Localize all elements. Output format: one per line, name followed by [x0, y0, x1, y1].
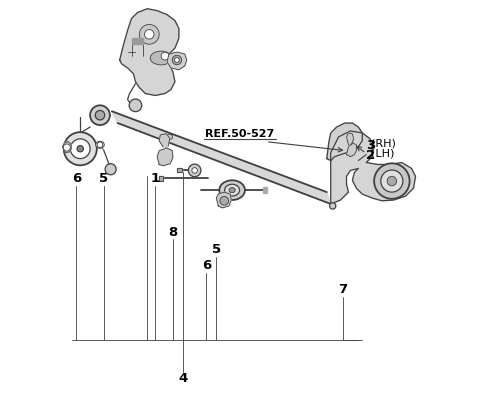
Polygon shape [177, 168, 181, 172]
Text: 6: 6 [202, 259, 211, 272]
Text: 1: 1 [151, 172, 160, 185]
Text: 8: 8 [168, 226, 178, 238]
Circle shape [381, 170, 403, 192]
Circle shape [330, 203, 336, 209]
Polygon shape [132, 38, 144, 44]
Circle shape [387, 176, 396, 186]
Circle shape [64, 132, 97, 165]
Polygon shape [62, 142, 71, 153]
Text: 7: 7 [338, 283, 347, 296]
Ellipse shape [150, 51, 172, 65]
Ellipse shape [166, 134, 172, 140]
Text: 6: 6 [72, 172, 81, 185]
Text: 4: 4 [178, 372, 187, 385]
Ellipse shape [219, 180, 245, 200]
Polygon shape [167, 52, 187, 70]
Text: 5: 5 [99, 172, 108, 185]
Text: REF.50-527: REF.50-527 [205, 129, 275, 139]
Circle shape [192, 168, 197, 173]
Ellipse shape [229, 188, 235, 193]
Polygon shape [159, 134, 170, 147]
Polygon shape [347, 133, 354, 145]
Polygon shape [112, 111, 331, 204]
Text: 5: 5 [212, 243, 221, 256]
Circle shape [95, 110, 105, 120]
Circle shape [63, 144, 71, 151]
Polygon shape [331, 131, 416, 204]
Polygon shape [159, 176, 163, 181]
Circle shape [144, 30, 154, 39]
Circle shape [374, 163, 409, 199]
Text: (RH): (RH) [372, 139, 396, 149]
Circle shape [77, 146, 84, 152]
Circle shape [105, 164, 116, 175]
Circle shape [188, 164, 201, 177]
Text: 2: 2 [366, 148, 375, 162]
Circle shape [220, 196, 228, 205]
Text: 3: 3 [366, 139, 375, 152]
Polygon shape [263, 187, 267, 193]
Polygon shape [120, 9, 179, 96]
Ellipse shape [96, 141, 104, 148]
Polygon shape [327, 123, 362, 160]
Polygon shape [347, 143, 356, 157]
Polygon shape [157, 148, 173, 166]
Circle shape [175, 58, 179, 62]
Circle shape [97, 142, 103, 148]
Polygon shape [216, 192, 231, 208]
Circle shape [139, 24, 159, 44]
Circle shape [172, 55, 181, 65]
Ellipse shape [225, 184, 240, 196]
Circle shape [90, 105, 110, 125]
Circle shape [129, 99, 142, 112]
Circle shape [71, 139, 90, 158]
Circle shape [161, 52, 169, 60]
Text: (LH): (LH) [372, 148, 395, 158]
